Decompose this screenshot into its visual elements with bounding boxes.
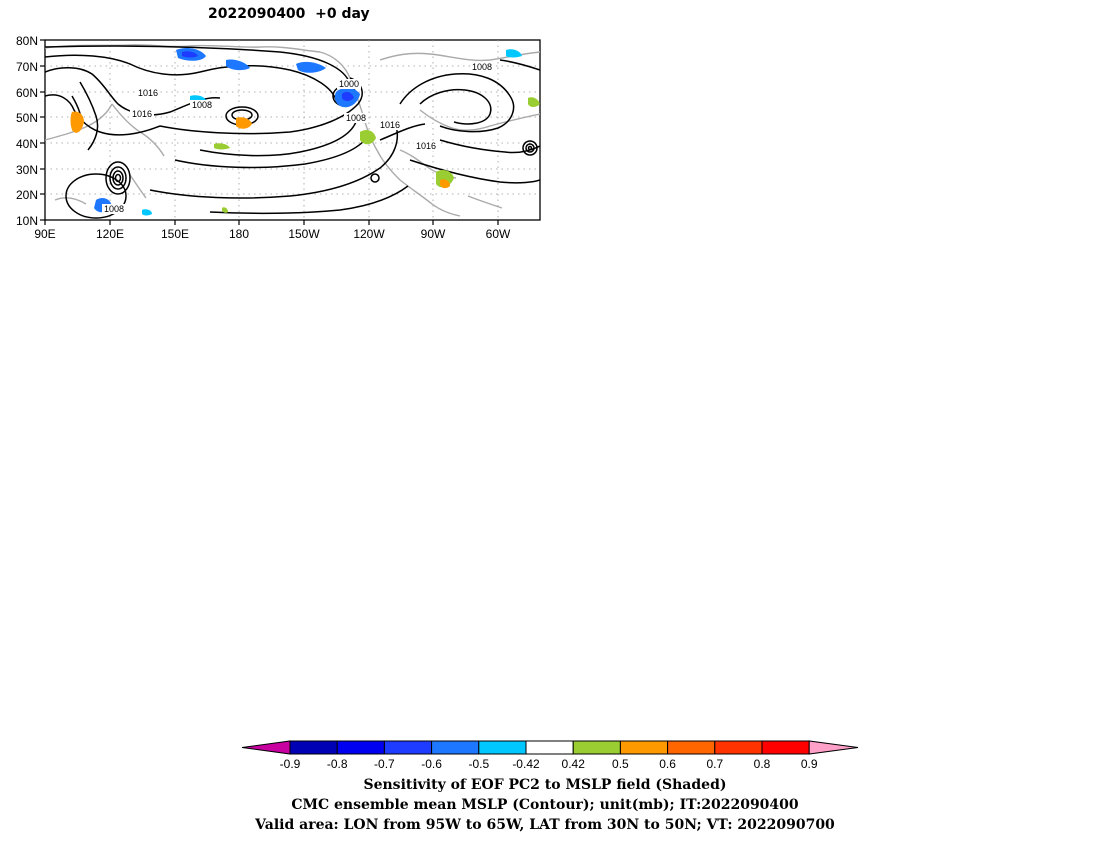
caption-line-3: Valid area: LON from 95W to 65W, LAT fro…	[255, 817, 835, 833]
lat-tick-label: 10N	[16, 214, 38, 228]
contour-label: 1016	[138, 88, 158, 98]
lon-tick-label: 60W	[486, 227, 511, 241]
positive-sensitivity-patch	[360, 130, 376, 145]
colorbar-swatch	[289, 740, 338, 755]
mslp-sensitivity-map: 1016 1016 1008 1000 1008 1016 1008 1016 1008 80N…	[16, 34, 541, 241]
colorbar-tick-label: -0.7	[374, 757, 395, 771]
colorbar-swatch	[525, 740, 574, 755]
colorbar-swatch	[478, 740, 527, 755]
colorbar-swatch	[667, 740, 716, 755]
lat-tick-label: 60N	[16, 86, 38, 100]
caption-line-1: Sensitivity of EOF PC2 to MSLP field (Sh…	[363, 777, 727, 793]
contour-label: 1016	[380, 120, 400, 130]
colorbar-tick-label: -0.42	[512, 757, 540, 771]
negative-sensitivity-patch	[226, 59, 250, 71]
negative-sensitivity-patch	[342, 91, 354, 101]
colorbar-tick-label: -0.5	[468, 757, 489, 771]
lat-tick-label: 40N	[16, 137, 38, 151]
contour-label: 1008	[192, 100, 212, 110]
colorbar-swatch	[572, 740, 621, 755]
colorbar-tick-label: 0.9	[801, 757, 818, 771]
positive-sensitivity-patch	[222, 207, 228, 213]
colorbar-tick-label: 0.6	[659, 757, 676, 771]
positive-sensitivity-patch	[528, 97, 540, 107]
negative-sensitivity-patch	[506, 49, 522, 58]
lon-tick-label: 120W	[353, 227, 385, 241]
lon-tick-label: 180	[229, 227, 249, 241]
contour-label-bg	[378, 120, 402, 130]
contour-label-bg	[136, 88, 160, 98]
colorbar-tick-label: 0.7	[706, 757, 723, 771]
colorbar-swatch	[619, 740, 669, 755]
lat-tick-label: 20N	[16, 188, 38, 202]
colorbar-tick-label: 0.8	[754, 757, 771, 771]
contour-label: 1008	[472, 62, 492, 72]
contour-label-bg	[470, 62, 494, 72]
contour-label-bg	[102, 204, 126, 214]
plot-title: 2022090400 +0 day	[208, 6, 370, 22]
lat-tick-label: 50N	[16, 111, 38, 125]
positive-sensitivity-patch	[70, 111, 84, 133]
negative-sensitivity-patch	[190, 95, 206, 102]
colorbar-tick-label: 0.42	[562, 757, 586, 771]
lon-tick-label: 150W	[288, 227, 320, 241]
contour-labels: 1016 1016 1008 1000 1008 1016 1008 1016 1008	[102, 62, 494, 214]
contour-label-bg	[344, 113, 368, 123]
colorbar-tick-label: -0.6	[421, 757, 442, 771]
positive-sensitivity-patch	[236, 117, 252, 129]
colorbar-above-arrow	[808, 740, 859, 755]
lon-tick-label: 120E	[96, 227, 124, 241]
contour-label: 1008	[346, 113, 366, 123]
lon-tick-label: 90W	[421, 227, 446, 241]
positive-sensitivity-patch	[214, 143, 230, 150]
colorbar-swatch	[383, 740, 433, 755]
positive-sensitivity-patch	[440, 179, 450, 189]
latitude-axis: 80N 70N 60N 50N 40N 30N 20N 10N	[16, 34, 45, 228]
caption-line-2: CMC ensemble mean MSLP (Contour); unit(m…	[291, 797, 799, 813]
colorbar-tick-label: 0.5	[612, 757, 629, 771]
colorbar: -0.9 -0.8 -0.7 -0.6 -0.5 -0.42 0.42 0.5 0.6 0.7 0.…	[241, 740, 859, 771]
lat-tick-label: 70N	[16, 60, 38, 74]
negative-sensitivity-patch	[182, 51, 198, 58]
colorbar-swatch	[714, 740, 763, 755]
negative-sensitivity-patch	[142, 209, 152, 216]
colorbar-swatch	[431, 740, 480, 755]
mslp-contours	[45, 45, 540, 219]
lon-tick-label: 90E	[34, 227, 55, 241]
colorbar-swatch	[761, 740, 810, 755]
contour-label: 1000	[339, 79, 359, 89]
colorbar-tick-label: -0.9	[280, 757, 301, 771]
contour-label-bg	[337, 79, 361, 89]
contour-label: 1016	[416, 141, 436, 151]
lon-tick-label: 150E	[161, 227, 189, 241]
contour-label-bg	[190, 100, 214, 110]
contour-label: 1008	[104, 204, 124, 214]
sensitivity-shading	[70, 48, 540, 216]
contour-label-bg	[414, 141, 438, 151]
negative-sensitivity-patch	[296, 61, 326, 73]
colorbar-swatch	[336, 740, 385, 755]
colorbar-below-arrow	[241, 740, 291, 755]
longitude-axis: 90E 120E 150E 180 150W 120W 90W 60W	[34, 220, 511, 241]
coastlines	[45, 44, 540, 217]
lat-tick-label: 80N	[16, 34, 38, 48]
lat-tick-label: 30N	[16, 163, 38, 177]
contour-label-bg	[130, 109, 154, 119]
colorbar-tick-label: -0.8	[327, 757, 348, 771]
contour-label: 1016	[132, 109, 152, 119]
